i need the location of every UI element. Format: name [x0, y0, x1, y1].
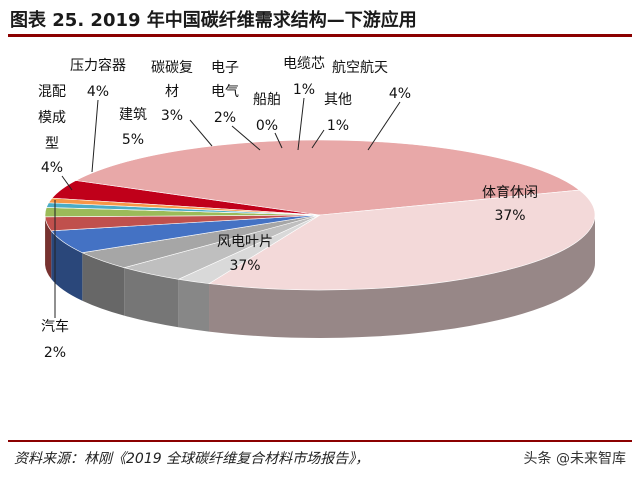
leader-line-10 [297, 97, 305, 151]
leader-lines [54, 97, 401, 318]
slice-value-label: 2% [44, 345, 66, 361]
slice-name-label: 航空航天 [332, 60, 388, 76]
slice-value-label: 4% [41, 160, 63, 176]
slice-name-label: 材 [165, 84, 179, 100]
source-note: 资料来源：林刚《2019 全球碳纤维复合材料市场报告》， [14, 451, 370, 467]
slice-side-3 [178, 279, 210, 332]
pie-slices [44, 139, 596, 291]
leader-line-8 [231, 125, 261, 151]
slice-name-label: 汽车 [41, 318, 69, 335]
slice-name-label: 电子 [211, 60, 239, 76]
slice-value-label: 2% [214, 110, 236, 126]
slice-side-4 [124, 267, 179, 328]
slice-name-label: 模成 [38, 110, 66, 126]
leader-line-4 [61, 175, 73, 191]
slice-name-label: 其他 [324, 92, 352, 108]
slice-value-label: 3% [161, 108, 183, 124]
slice-value-label: 5% [122, 132, 144, 148]
slice-value-label: 1% [327, 118, 349, 134]
slice-value-label: 4% [389, 86, 411, 102]
slice-name-label: 体育休闲 [482, 185, 538, 201]
slice-side-2 [209, 215, 596, 338]
slice-name-label: 风电叶片 [217, 234, 273, 250]
slice-value-label: 37% [494, 208, 525, 224]
pie-sides [45, 215, 596, 338]
leader-line-5 [91, 99, 99, 173]
pie-chart: 航空航天4%体育休闲37%风电叶片37%汽车2%混配模成型4%压力容器4%建筑5… [38, 56, 596, 361]
slice-value-label: 0% [256, 118, 278, 134]
leader-line-11 [311, 129, 325, 149]
slice-value-label: 1% [293, 82, 315, 98]
slice-side-7 [45, 216, 52, 279]
leader-line-0 [367, 101, 401, 151]
footer-divider [8, 440, 632, 442]
slice-name-label: 型 [45, 136, 59, 152]
leader-line-9 [274, 132, 283, 149]
slice-name-label: 碳碳复 [151, 59, 193, 76]
slice-name-label: 电气 [211, 84, 239, 100]
title-divider [8, 34, 632, 37]
slice-name-label: 压力容器 [70, 57, 126, 74]
slice-2 [208, 189, 596, 291]
leader-line-7 [189, 119, 213, 147]
watermark: 头条 @未来智库 [523, 448, 626, 468]
slice-value-label: 37% [229, 258, 260, 274]
slice-value-label: 4% [87, 84, 109, 100]
slice-labels: 航空航天4%体育休闲37%风电叶片37%汽车2%混配模成型4%压力容器4%建筑5… [38, 56, 538, 361]
slice-11 [48, 197, 321, 216]
slice-name-label: 电缆芯 [283, 56, 325, 72]
slice-side-5 [82, 252, 125, 316]
slice-side-6 [51, 230, 83, 301]
slice-name-label: 混配 [38, 84, 66, 100]
slice-name-label: 船舶 [253, 92, 281, 108]
chart-title: 图表 25. 2019 年中国碳纤维需求结构—下游应用 [10, 10, 417, 31]
slice-name-label: 建筑 [119, 107, 147, 123]
slice-1 [74, 139, 581, 216]
